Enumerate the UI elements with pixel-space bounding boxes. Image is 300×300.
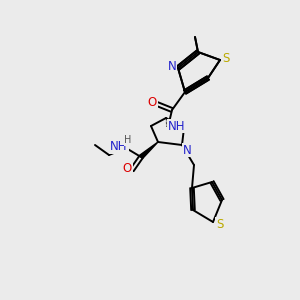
Polygon shape [140,142,158,159]
Text: NH: NH [168,119,186,133]
Text: N: N [168,59,176,73]
Text: NH: NH [110,140,128,154]
Text: S: S [216,218,224,230]
Text: O: O [122,163,132,176]
Text: N: N [183,143,191,157]
Text: H: H [124,135,132,145]
Text: O: O [147,97,157,110]
Text: S: S [222,52,230,65]
